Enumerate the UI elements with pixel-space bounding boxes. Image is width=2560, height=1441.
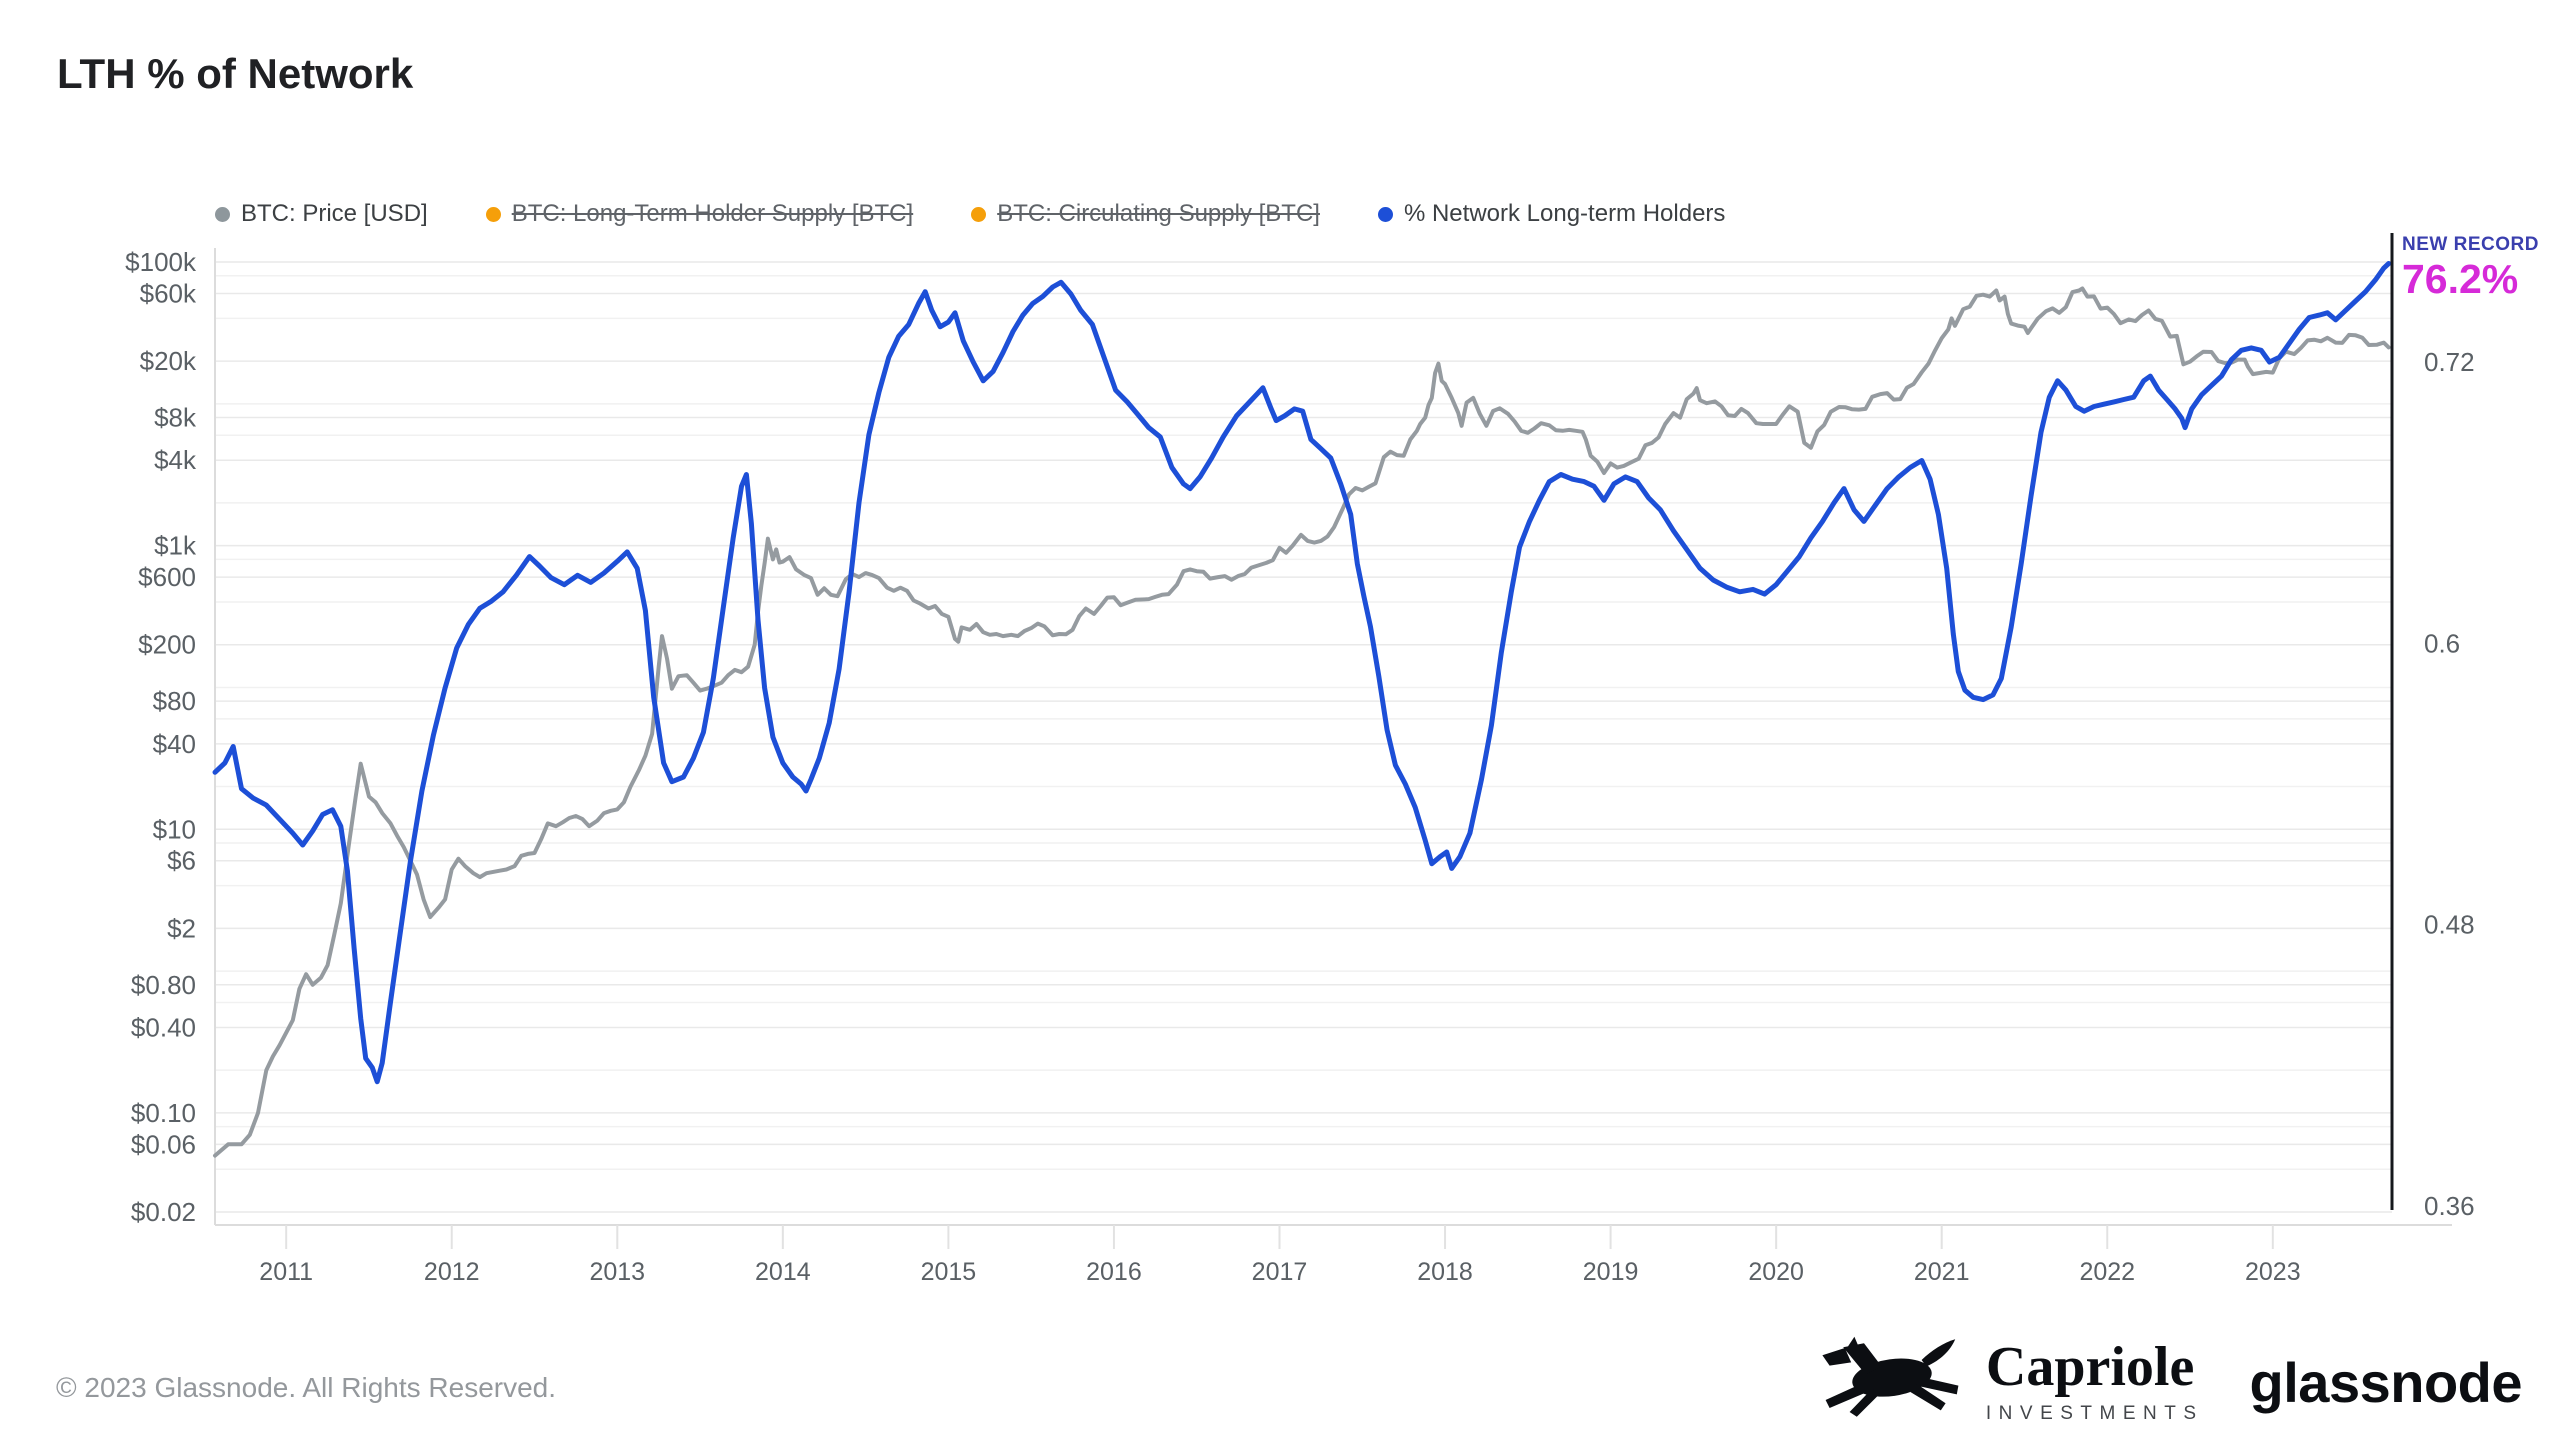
x-axis-year-label: 2011 — [259, 1258, 313, 1286]
capriole-logo: Capriole INVESTMENTS — [1808, 1336, 2204, 1428]
brand-bar: Capriole INVESTMENTS glassnode — [1808, 1336, 2523, 1428]
left-axis-tick-label: $600 — [138, 562, 196, 592]
right-axis-tick-label: 0.72 — [2424, 347, 2475, 377]
series-line-lth-percent — [212, 261, 2392, 1085]
x-axis-year-label: 2021 — [1914, 1258, 1970, 1286]
x-axis-year-label: 2016 — [1086, 1258, 1142, 1286]
x-axis-year-label: 2018 — [1417, 1258, 1473, 1286]
x-axis-year-label: 2017 — [1252, 1258, 1308, 1286]
legend-item-0[interactable]: BTC: Price [USD] — [215, 200, 428, 228]
left-axis-tick-label: $10 — [153, 814, 196, 844]
x-axis-year-label: 2023 — [2245, 1258, 2301, 1286]
x-axis-year-label: 2012 — [424, 1258, 480, 1286]
left-axis-tick-label: $8k — [154, 403, 197, 433]
x-axis-year-label: 2015 — [921, 1258, 977, 1286]
left-axis-tick-label: $1k — [154, 531, 197, 561]
left-axis-tick-label: $20k — [140, 346, 197, 376]
legend-dot-icon — [1377, 206, 1393, 222]
x-axis-year-label: 2022 — [2079, 1258, 2135, 1286]
right-axis-tick-label: 0.36 — [2424, 1191, 2475, 1221]
left-axis-tick-label: $0.40 — [131, 1012, 196, 1042]
glassnode-wordmark: glassnode — [2249, 1350, 2523, 1414]
chart-legend: BTC: Price [USD] BTC: Long-Term Holder Su… — [215, 200, 1725, 228]
legend-item-label: BTC: Long-Term Holder Supply [BTC] — [511, 200, 914, 227]
legend-item-label: % Network Long-term Holders — [1403, 200, 1726, 227]
capriole-investments-label: INVESTMENTS — [1985, 1403, 2204, 1424]
legend-dot-icon — [215, 206, 230, 222]
left-axis-tick-label: $60k — [140, 278, 197, 308]
left-axis-tick-label: $2 — [167, 913, 196, 943]
left-axis-tick-label: $0.06 — [131, 1129, 196, 1159]
right-axis-tick-label: 0.6 — [2424, 628, 2460, 658]
new-record-value: 76.2% — [2402, 256, 2519, 302]
left-axis-tick-label: $4k — [154, 445, 197, 475]
page-title: LTH % of Network — [57, 50, 414, 97]
legend-item-2[interactable]: BTC: Circulating Supply [BTC] — [971, 200, 1320, 228]
capriole-name: Capriole — [1985, 1336, 2195, 1398]
left-axis-tick-label: $200 — [138, 630, 196, 660]
new-record-annotation: NEW RECORD 76.2% — [2402, 235, 2539, 300]
legend-item-label: BTC: Price [USD] — [241, 200, 428, 227]
capriole-horse-icon — [1822, 1336, 1959, 1417]
legend-item-3[interactable]: % Network Long-term Holders — [1377, 200, 1726, 228]
right-axis-tick-label: 0.48 — [2424, 910, 2475, 940]
left-axis-tick-label: $0.02 — [131, 1197, 196, 1227]
copyright-text: © 2023 Glassnode. All Rights Reserved. — [56, 1372, 557, 1403]
legend-dot-icon — [971, 206, 987, 222]
legend-item-1[interactable]: BTC: Long-Term Holder Supply [BTC] — [485, 200, 914, 228]
x-axis-year-label: 2019 — [1583, 1258, 1639, 1286]
x-axis-year-label: 2013 — [589, 1258, 645, 1286]
capriole-wordmark: Capriole INVESTMENTS — [1986, 1339, 2204, 1425]
left-axis-tick-label: $6 — [167, 846, 196, 876]
new-record-label: NEW RECORD — [2402, 234, 2539, 255]
left-axis-tick-label: $40 — [153, 729, 196, 759]
left-axis-tick-label: $80 — [153, 686, 196, 716]
left-axis-tick-label: $100k — [125, 247, 197, 277]
x-axis-year-label: 2014 — [755, 1258, 811, 1286]
x-axis-year-label: 2020 — [1748, 1258, 1804, 1286]
left-axis-tick-label: $0.10 — [131, 1098, 196, 1128]
legend-dot-icon — [485, 206, 501, 222]
left-axis-tick-label: $0.80 — [131, 970, 196, 1000]
series-line-btc-price — [213, 286, 2391, 1158]
legend-item-label: BTC: Circulating Supply [BTC] — [997, 200, 1320, 227]
